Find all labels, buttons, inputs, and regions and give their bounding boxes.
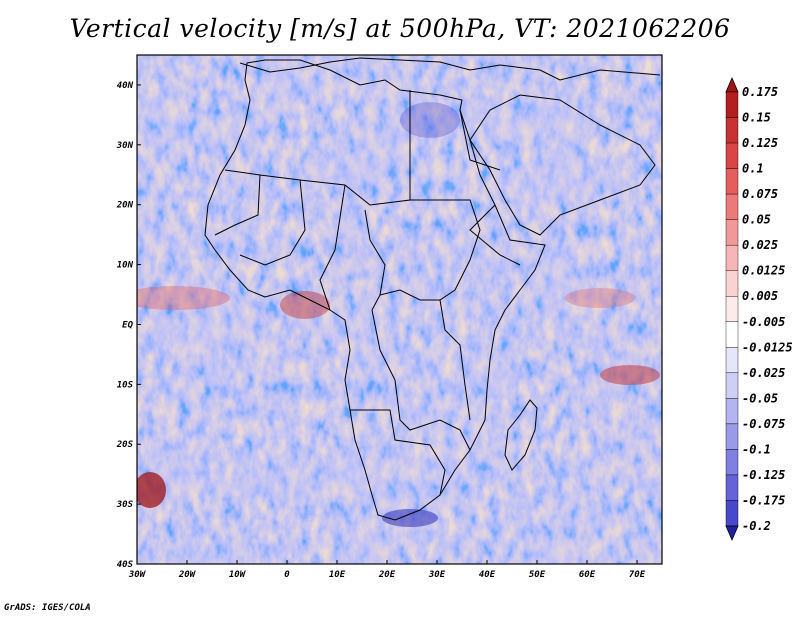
vertical-velocity-field [137,55,662,564]
lon-tick-label: 0 [284,570,290,580]
country-borders [204,57,661,521]
colorbar-segment [725,500,739,527]
colorbar-label: 0.025 [742,238,778,252]
lat-tick-label: 40S [117,560,134,570]
colorbar-label: -0.05 [742,391,778,405]
latitude-axis: 40N 30N 20N 10N EQ 10S 20S 30S 40S [116,81,141,570]
lon-tick-label: 60E [579,570,596,580]
lat-tick-label: 40N [117,81,134,91]
lon-tick-label: 20W [178,570,197,580]
colorbar-label: -0.125 [742,468,785,482]
lat-tick-label: 30S [116,500,134,510]
colorbar-segment [725,193,739,220]
colorbar-segment [725,117,739,144]
colorbar-label: -0.025 [742,366,785,380]
lon-tick-label: 70E [629,570,646,580]
longitude-axis: 30W 20W 10W 0 10E 20E 30E 40E 50E 60E 70E [128,560,646,580]
colorbar-segment [725,423,739,450]
colorbar-top-arrow [725,76,739,93]
footer-credit: GrADS: IGES/COLA [4,603,91,613]
colorbar-label: 0.175 [742,85,778,99]
colorbar-segment [725,270,739,297]
lon-tick-label: 30W [128,570,147,580]
lat-tick-label: EQ [122,320,133,330]
colorbar-label: -0.005 [742,315,785,329]
lon-tick-label: 30E [428,570,446,580]
colorbar-label: -0.175 [742,493,785,507]
colorbar-segment [725,449,739,476]
colorbar-label: 0.15 [742,111,771,125]
colorbar-segment [725,296,739,322]
colorbar-label: 0.075 [742,187,778,201]
colorbar-label: 0.125 [742,136,778,150]
colorbar: 0.175 0.15 0.125 0.1 0.075 0.05 0.025 0.0125 0.0… [725,76,793,542]
lat-tick-label: 30N [116,141,134,151]
colorbar-label: 0.0125 [742,264,785,278]
colorbar-label: -0.075 [742,417,785,431]
colorbar-segment [725,347,739,374]
colorbar-segment [725,244,739,271]
colorbar-segment [725,372,739,399]
colorbar-label: -0.1 [742,442,771,456]
colorbar-segment [725,398,739,425]
colorbar-segment [725,474,739,501]
lat-tick-label: 20N [116,201,134,211]
lon-tick-label: 40E [479,570,496,580]
lat-tick-label: 10S [117,380,134,390]
plot-frame [136,54,663,565]
colorbar-segment [725,142,739,169]
colorbar-segment [725,219,739,246]
lon-tick-label: 50E [529,570,546,580]
colorbar-label: 0.1 [742,162,764,176]
lat-tick-label: 20S [116,440,134,450]
lon-tick-label: 10W [229,570,247,580]
colorbar-segment [725,168,739,195]
lon-tick-label: 20E [378,570,396,580]
colorbar-label: 0.005 [742,289,778,303]
colorbar-segment [725,321,739,348]
lat-tick-label: 10N [117,261,134,271]
lon-tick-label: 10E [329,570,346,580]
colorbar-label: -0.0125 [742,340,793,354]
colorbar-label: 0.05 [742,213,771,227]
colorbar-label: -0.2 [742,519,771,533]
colorbar-segment [725,91,739,118]
colorbar-bottom-arrow [725,525,739,542]
figure-title: Vertical velocity [m/s] at 500hPa, VT: 2… [69,14,731,43]
